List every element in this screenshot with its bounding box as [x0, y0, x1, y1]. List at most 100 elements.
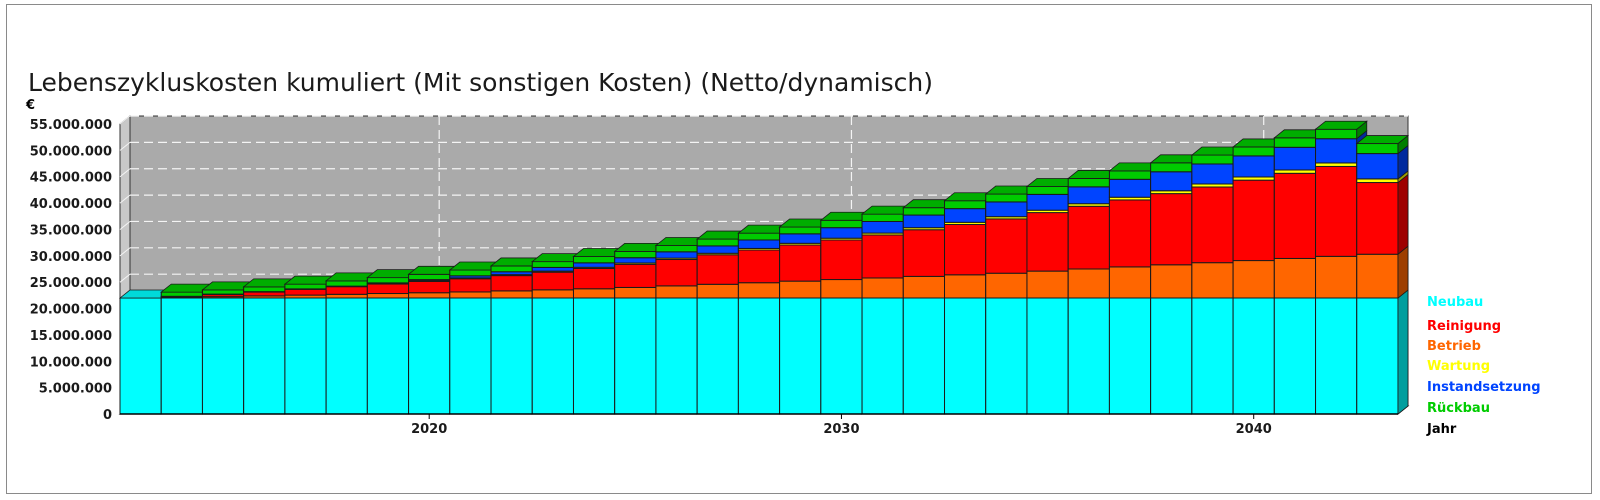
bar-segment [944, 297, 987, 415]
bar-segment [655, 259, 698, 287]
bar-top [1314, 120, 1368, 130]
bar-segment [408, 273, 451, 281]
y-gridline-side [119, 247, 131, 257]
bar-segment [985, 193, 1028, 203]
bar-segment [325, 286, 368, 295]
bar-segment [201, 289, 245, 295]
bar-segment [449, 297, 492, 415]
bar-segment [531, 266, 574, 272]
bar-segment [1150, 193, 1193, 266]
bar-segment [737, 249, 781, 284]
chart-title: Lebenszykluskosten kumuliert (Mit sonsti… [28, 68, 933, 97]
bar-segment [531, 297, 574, 415]
bar-segment [820, 227, 863, 239]
bar-segment [820, 219, 863, 229]
bar-segment [449, 278, 492, 293]
bar-segment [696, 283, 739, 299]
y-tick-label: 15.000.000 [30, 329, 112, 344]
bar-segment [366, 297, 410, 415]
bar-segment [1108, 297, 1152, 415]
bar-segment [820, 239, 863, 281]
bar-segment [1150, 162, 1193, 173]
bar-segment [1315, 128, 1358, 140]
bar-segment [902, 297, 946, 415]
bar-segment [490, 290, 533, 299]
y-tick-label: 0 [103, 408, 112, 423]
bar-segment [1150, 264, 1193, 299]
bar-segment [861, 220, 904, 234]
bar-segment [531, 261, 574, 268]
bar-segment [655, 297, 698, 415]
legend-entry: Neubau [1427, 295, 1483, 310]
bar-segment [284, 288, 327, 296]
bar-segment [449, 291, 492, 299]
bar-segment [1108, 170, 1152, 180]
bar-segment [614, 286, 657, 299]
bar-segment [243, 297, 286, 415]
x-tick-label: 2040 [1236, 422, 1272, 437]
bar-segment [490, 265, 533, 273]
y-gridline-side [119, 115, 131, 125]
bar-segment [1026, 270, 1069, 299]
bar-segment [985, 297, 1028, 415]
y-axis-unit: € [26, 98, 36, 113]
bar-segment [655, 244, 698, 253]
bar-segment [1232, 146, 1275, 157]
legend-entry: Reinigung [1427, 319, 1501, 334]
bar-segment [1067, 268, 1110, 299]
bar-segment [1315, 162, 1358, 167]
bar-segment [1356, 297, 1399, 415]
bar-segment [490, 297, 533, 415]
bar-segment [1026, 193, 1069, 211]
bar-segment [1356, 253, 1399, 299]
y-tick-label: 20.000.000 [30, 303, 112, 318]
bar-segment [820, 279, 863, 299]
bar-segment [1191, 262, 1234, 299]
bar-segment [1026, 212, 1069, 272]
bar-segment [944, 208, 987, 223]
bar-segment [1356, 178, 1399, 184]
legend-entry: Wartung [1427, 359, 1490, 374]
bar-segment [366, 283, 410, 295]
bar-segment [572, 297, 616, 415]
bar-segment [696, 297, 739, 415]
y-tick-label: 50.000.000 [30, 144, 112, 159]
bar-segment [1273, 172, 1317, 259]
bar-segment [366, 293, 410, 299]
bar-segment [243, 286, 286, 293]
bar-segment [284, 297, 327, 415]
bar-segment [985, 218, 1028, 274]
bar-segment-side [1397, 173, 1409, 256]
x-tick-label: 2030 [823, 422, 859, 437]
legend-entry: Betrieb [1427, 339, 1481, 354]
bar-segment [1273, 137, 1317, 148]
bar-segment [572, 262, 616, 268]
y-tick-label: 45.000.000 [30, 171, 112, 186]
bar-segment [284, 283, 327, 290]
bar-segment [779, 280, 822, 299]
bar-segment [408, 292, 451, 299]
bar-segment [1273, 297, 1317, 415]
bar-segment [325, 297, 368, 415]
bar-segment [696, 238, 739, 247]
bar-segment [531, 289, 574, 299]
bar-segment [572, 288, 616, 299]
bar-segment [1232, 297, 1275, 415]
bar-segment [614, 257, 657, 264]
bar-segment [531, 271, 574, 291]
bar-segment [119, 297, 162, 415]
bar-segment [1356, 143, 1399, 155]
bar-segment [902, 214, 946, 229]
bar-segment [1191, 154, 1234, 165]
y-gridline-side [119, 221, 131, 230]
bar-segment [1067, 177, 1110, 188]
bar-segment [201, 297, 245, 415]
bar-segment [861, 213, 904, 222]
bar-segment [902, 207, 946, 216]
bar-segment [1108, 178, 1152, 198]
y-gridline-side [119, 168, 131, 178]
bar-segment [325, 280, 368, 287]
y-tick-label: 35.000.000 [30, 223, 112, 238]
bar-segment [737, 297, 781, 415]
bar-segment [1315, 297, 1358, 415]
